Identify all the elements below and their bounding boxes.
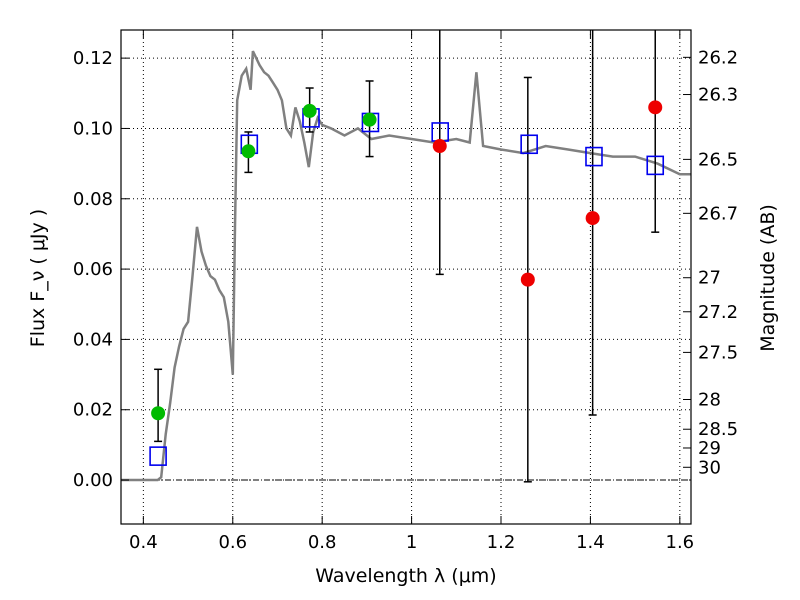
x-tick-label: 1 [406, 532, 417, 553]
mag-tick-label: 27.5 [698, 342, 738, 363]
observed-point [151, 406, 166, 421]
y-tick-label: 0.00 [73, 470, 113, 491]
magnitude-axis-label: Magnitude (AB) [757, 204, 779, 352]
mag-tick-label: 27.2 [698, 302, 738, 323]
model-spectrum-line [121, 50, 691, 482]
x-tick-label: 1.6 [666, 532, 695, 553]
observed-point [241, 144, 256, 159]
data-points [149, 100, 665, 466]
model-flux-square [646, 155, 665, 176]
mag-tick-label: 26.2 [698, 47, 738, 68]
y-tick-label: 0.06 [73, 259, 113, 280]
y-tick-label: 0.10 [73, 118, 113, 139]
low-sn-point [648, 100, 663, 115]
plot-frame [120, 29, 692, 525]
mag-tick-label: 28 [698, 390, 721, 411]
x-tick-label: 0.6 [218, 532, 247, 553]
mag-tick-label: 26.7 [698, 203, 738, 224]
mag-tick-label: 26.5 [698, 149, 738, 170]
y-tick-label: 0.02 [73, 400, 113, 421]
mag-tick-label: 29 [698, 438, 721, 459]
x-tick-label: 0.4 [129, 532, 158, 553]
x-tick-label: 1.2 [487, 532, 516, 553]
y-tick-label: 0.12 [73, 48, 113, 69]
y-tick-label: 0.04 [73, 329, 113, 350]
mag-tick-label: 28.5 [698, 419, 738, 440]
low-sn-point [520, 272, 535, 287]
x-axis-label: Wavelength λ (μm) [315, 565, 496, 587]
x-tick-label: 0.8 [308, 532, 337, 553]
mag-tick-label: 27 [698, 268, 721, 289]
model-flux-square [585, 146, 603, 167]
model-flux-square [520, 134, 538, 155]
low-sn-point [585, 211, 600, 226]
low-sn-point [432, 139, 447, 154]
y-axis-label: Flux F_ν ( μJy ) [27, 209, 49, 347]
observed-point [302, 103, 317, 118]
mag-tick-label: 30 [698, 457, 721, 478]
axes-frame [120, 29, 692, 525]
model-spectrum [121, 50, 691, 482]
mag-tick-label: 26.3 [698, 85, 738, 106]
model-flux-square [149, 446, 167, 466]
y-tick-label: 0.08 [73, 189, 113, 210]
observed-point [362, 112, 377, 127]
x-tick-label: 1.4 [576, 532, 605, 553]
tick-labels: 0.4 0.6 0.8 1 1.2 1.4 1.6 0.00 0.02 0.04 0.06 0.08 0… [73, 30, 738, 553]
grid [121, 30, 691, 524]
error-bars [154, 30, 660, 483]
